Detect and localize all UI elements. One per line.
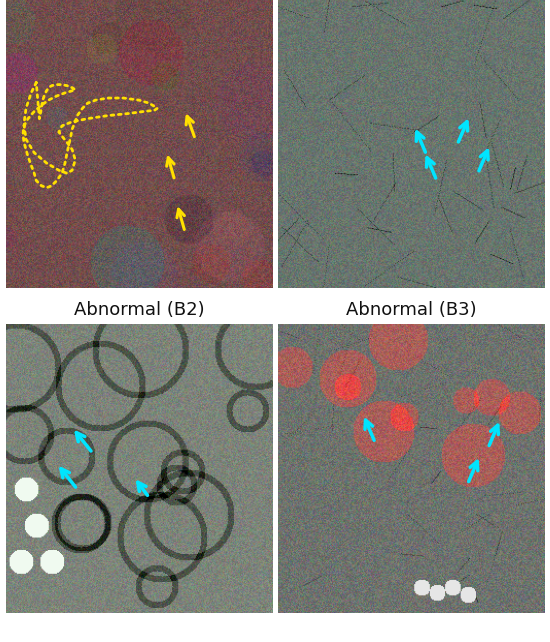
Text: Abnormal (B3): Abnormal (B3) xyxy=(346,300,476,319)
Text: Abnormal (B2): Abnormal (B2) xyxy=(74,300,204,319)
